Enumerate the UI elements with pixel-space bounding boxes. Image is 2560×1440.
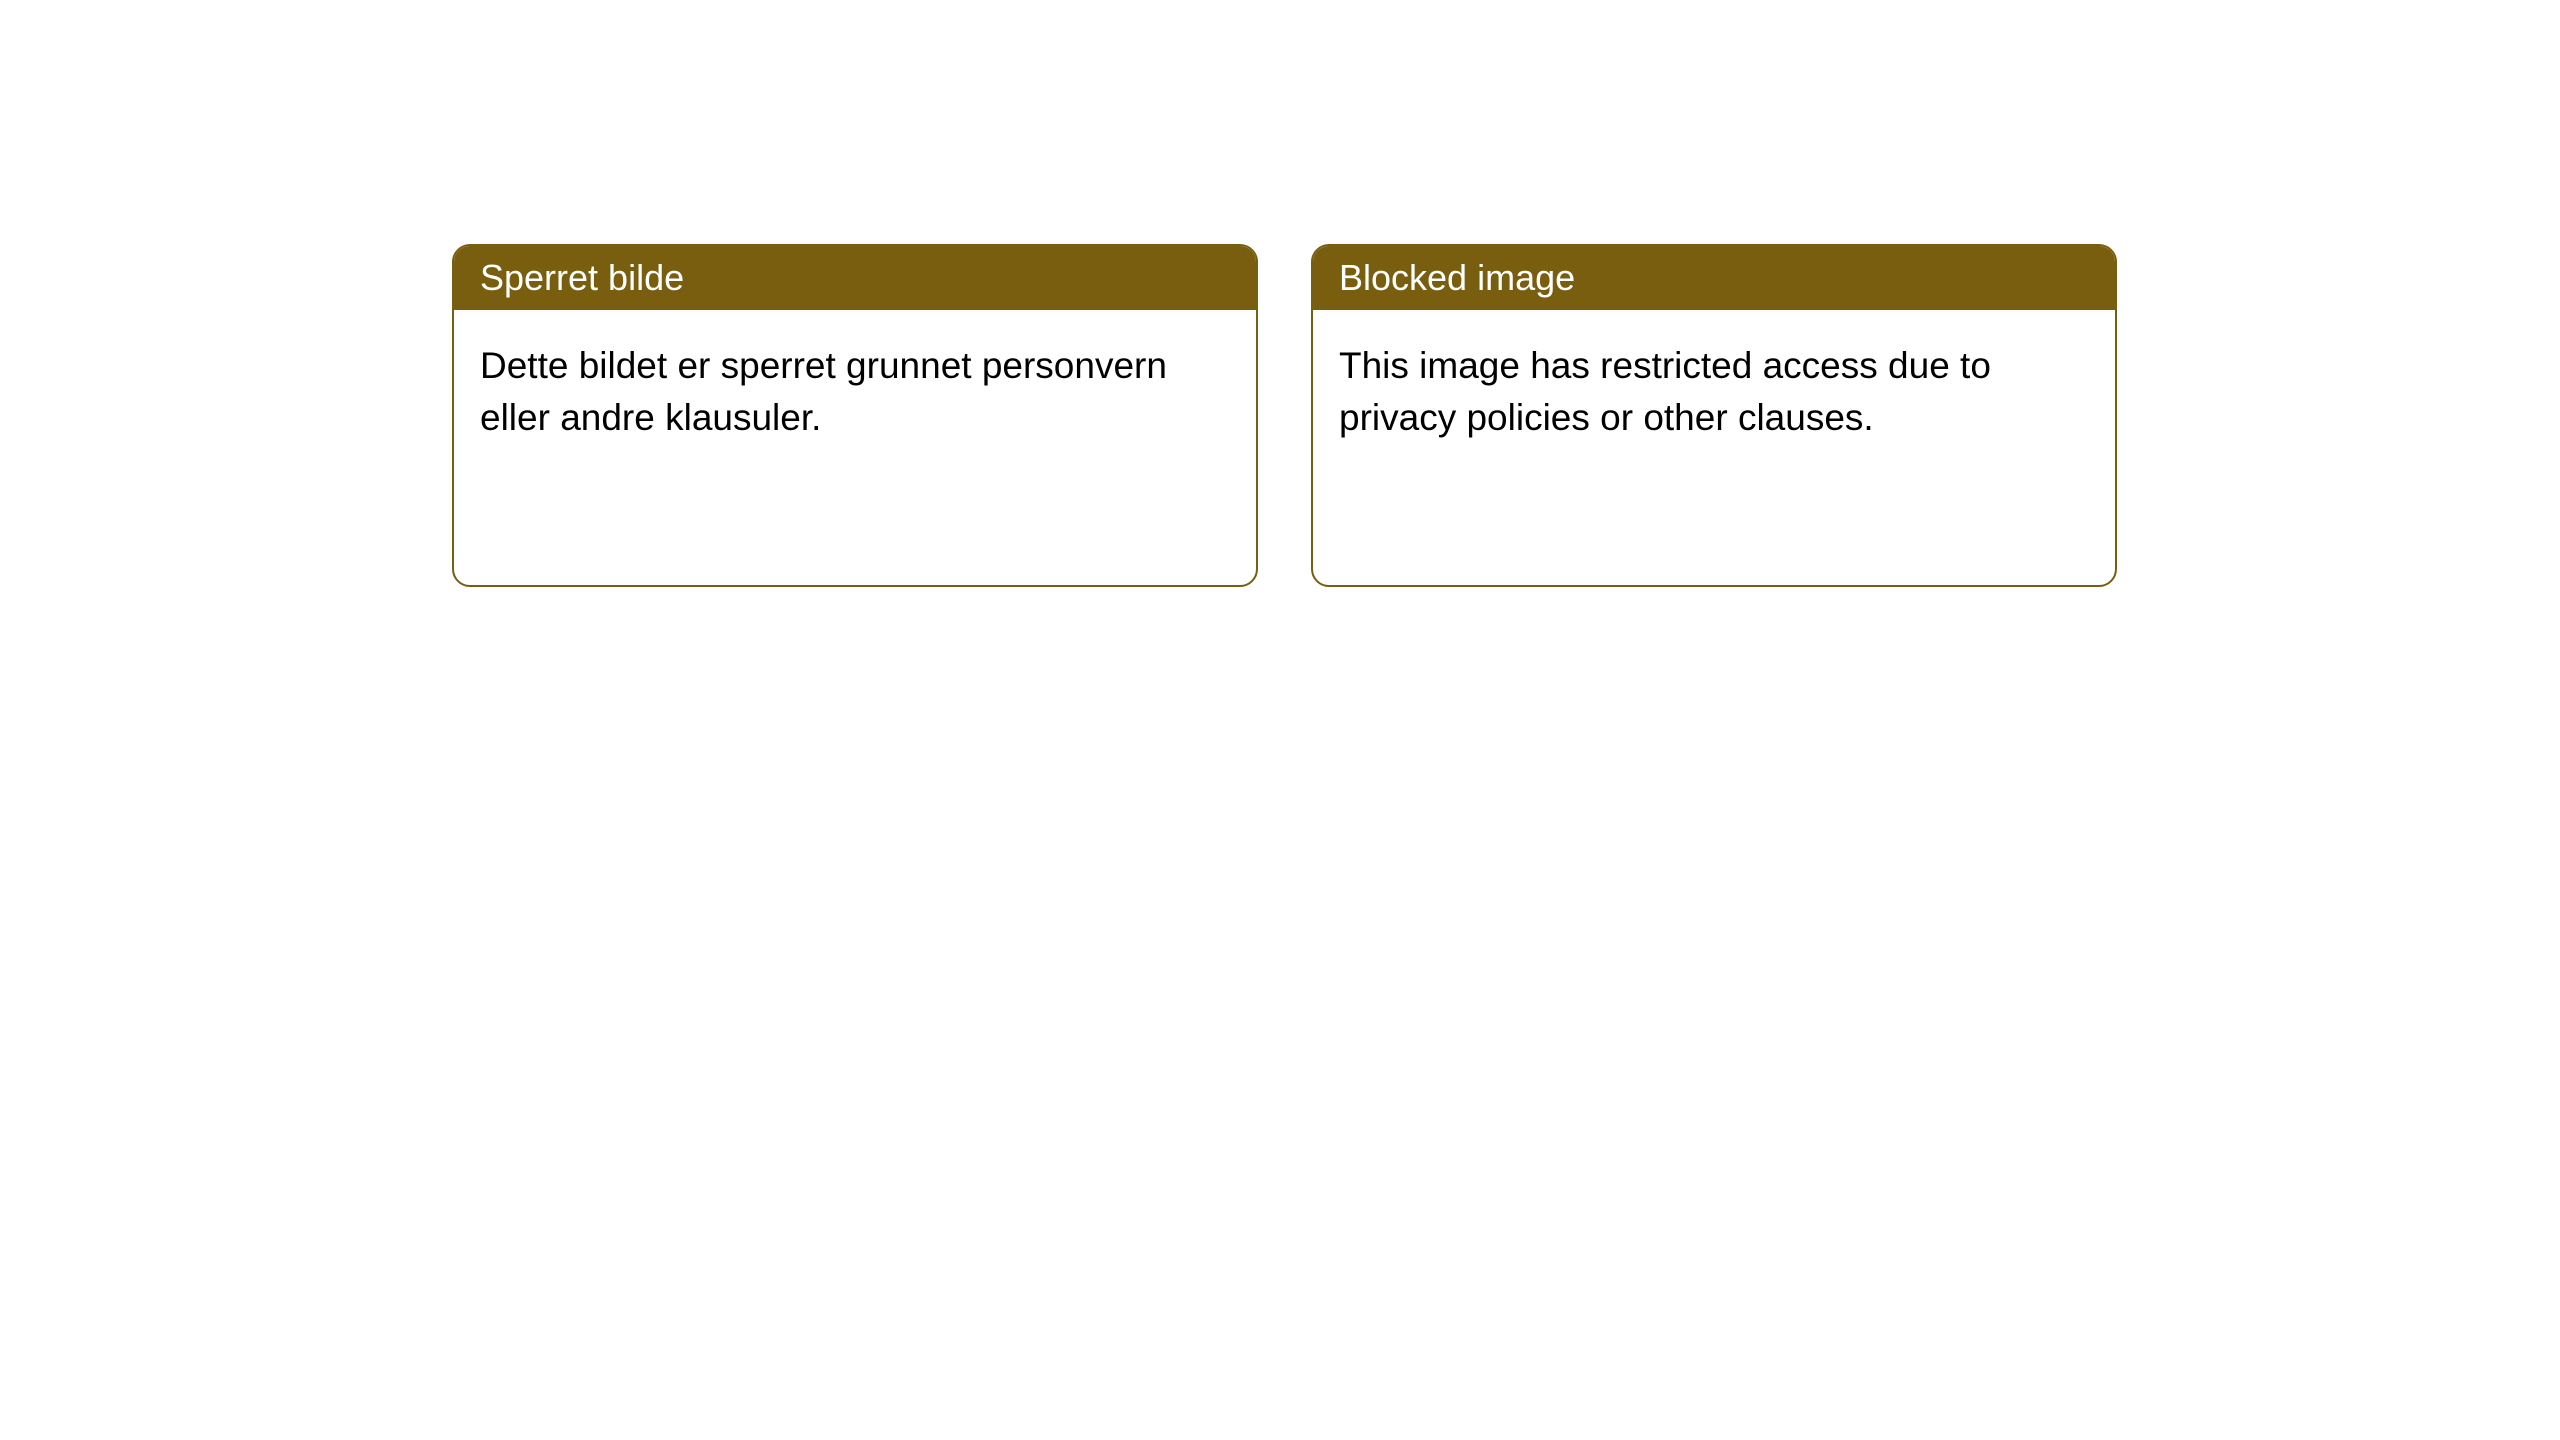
blocked-image-notice-container: Sperret bilde Dette bildet er sperret gr… [452,244,2117,587]
card-header-text: Sperret bilde [480,257,684,298]
blocked-image-card-norwegian: Sperret bilde Dette bildet er sperret gr… [452,244,1258,587]
card-body: This image has restricted access due to … [1313,310,2115,585]
card-body-text: This image has restricted access due to … [1339,345,1991,438]
card-body: Dette bildet er sperret grunnet personve… [454,310,1256,585]
card-header: Blocked image [1313,246,2115,310]
card-header: Sperret bilde [454,246,1256,310]
card-header-text: Blocked image [1339,257,1575,298]
blocked-image-card-english: Blocked image This image has restricted … [1311,244,2117,587]
card-body-text: Dette bildet er sperret grunnet personve… [480,345,1167,438]
